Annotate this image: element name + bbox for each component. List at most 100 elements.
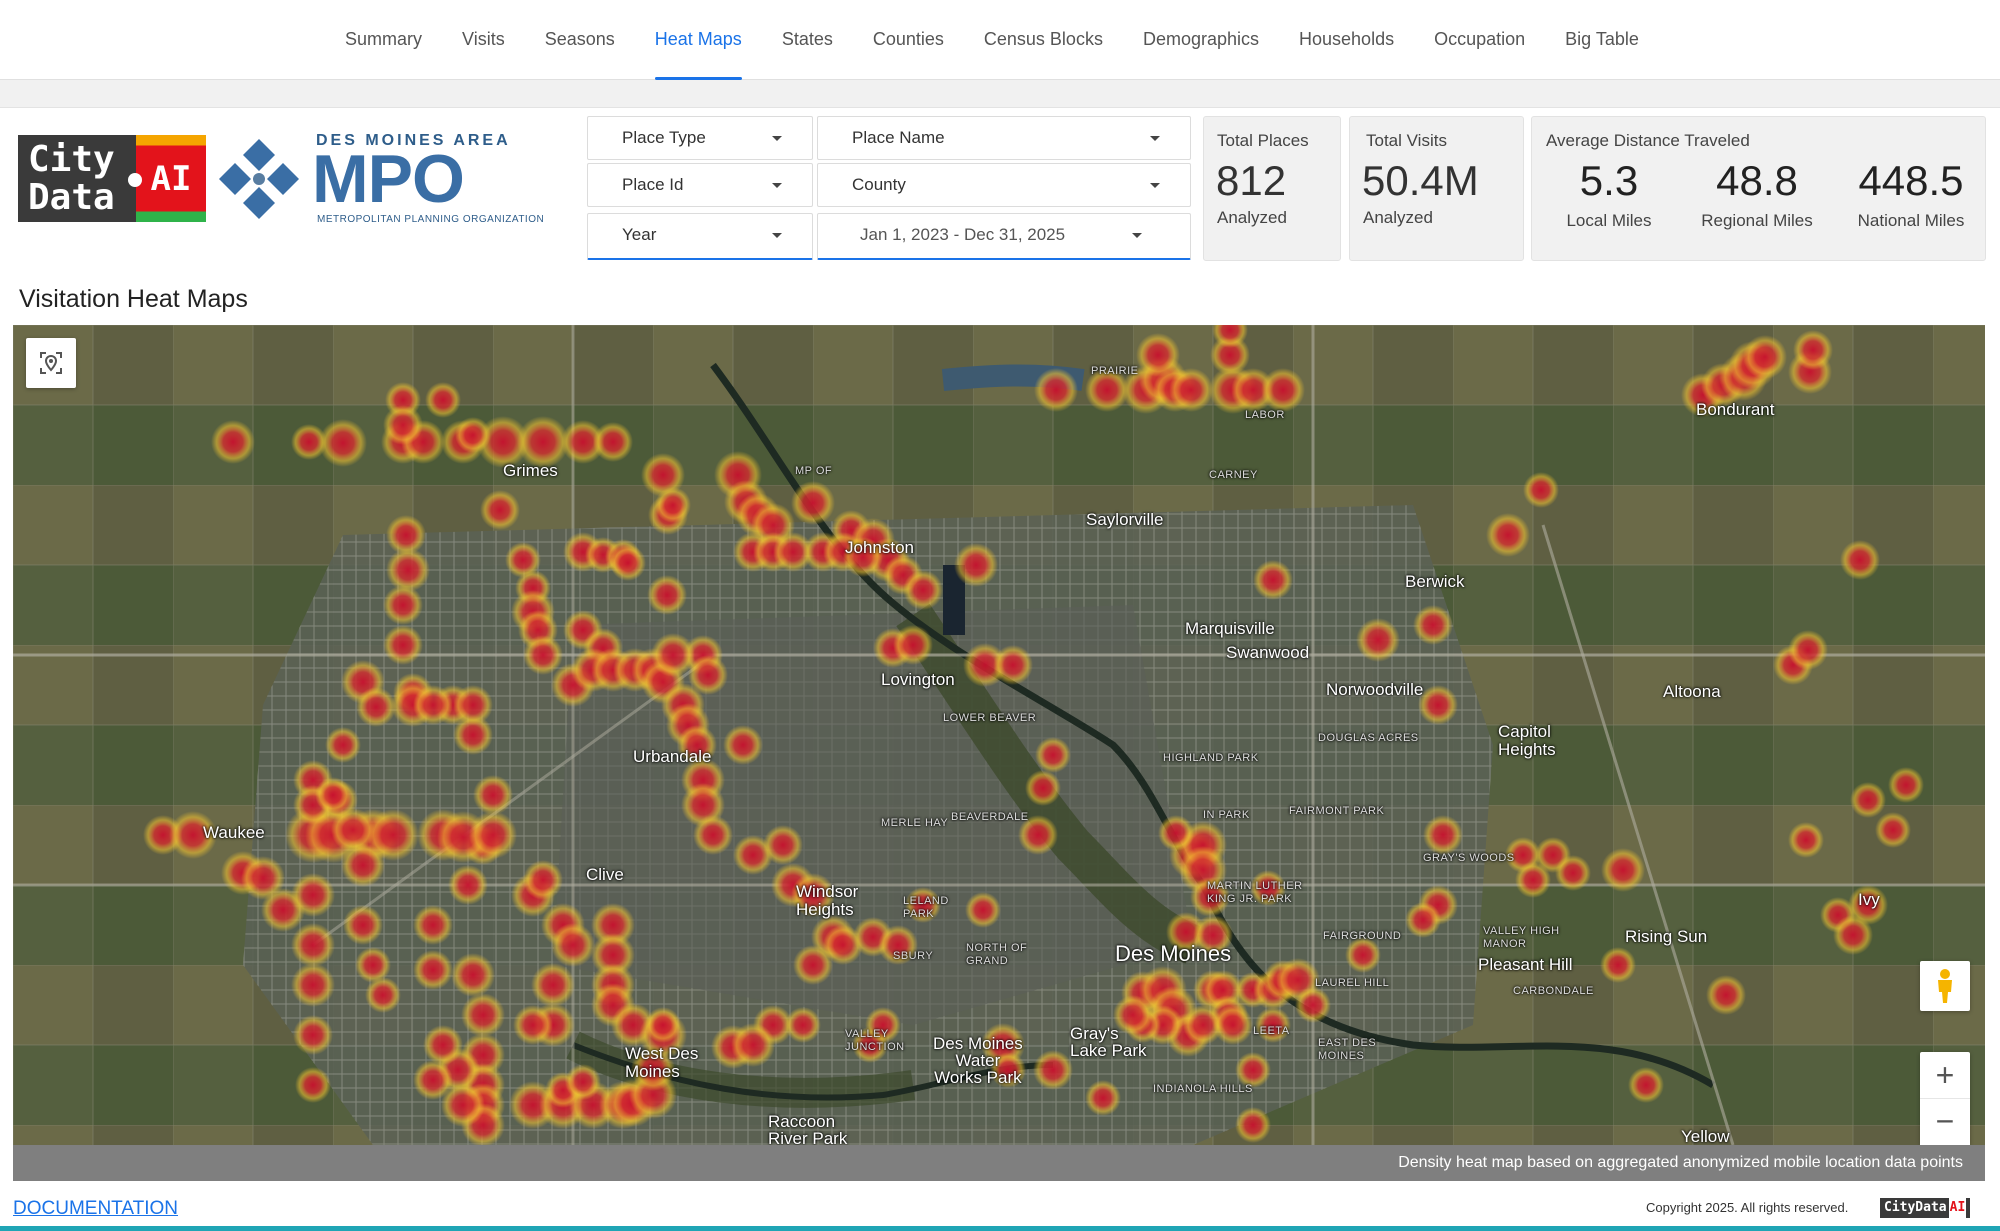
tab-census-blocks[interactable]: Census Blocks: [983, 29, 1103, 49]
place-id-select[interactable]: Place Id: [587, 163, 813, 207]
map-label-carbondale: CARBONDALE: [1513, 985, 1594, 997]
heat-spot: [1418, 685, 1458, 725]
heat-spot: [1025, 770, 1061, 806]
heat-spot: [517, 416, 569, 468]
map-label-grays-lake-park: Gray's Lake Park: [1070, 1024, 1147, 1060]
total-places-card: Total Places 812 Analyzed: [1203, 116, 1341, 261]
heat-spot: [343, 905, 383, 945]
chevron-down-icon: [1132, 233, 1142, 238]
tab-big-table[interactable]: Big Table: [1565, 29, 1639, 49]
locate-icon: [40, 352, 62, 374]
heat-spot: [1235, 1052, 1271, 1088]
heat-spot: [723, 725, 763, 765]
map-label-laurel-hill: LAUREL HILL: [1315, 977, 1390, 989]
map-label-fairmont-park: FAIRMONT PARK: [1289, 805, 1385, 817]
county-select[interactable]: County: [817, 163, 1191, 207]
place-type-select[interactable]: Place Type: [587, 116, 813, 160]
heat-spot: [990, 1052, 1026, 1088]
heat-spot: [413, 950, 453, 990]
place-name-select[interactable]: Place Name: [817, 116, 1191, 160]
zoom-in-button[interactable]: +: [1920, 1053, 1970, 1099]
map-label-prairie: PRAIRIE: [1091, 365, 1139, 377]
heat-spot: [1085, 368, 1129, 412]
heat-spot: [1788, 630, 1828, 670]
heat-spot: [561, 420, 605, 464]
heat-spot: [448, 865, 488, 905]
tab-bar: Summary Visits Seasons Heat Maps States …: [325, 0, 1659, 80]
heat-spot: [319, 419, 367, 467]
map-label-sunbury: SBURY: [893, 950, 934, 962]
documentation-link[interactable]: DOCUMENTATION: [13, 1198, 179, 1219]
map-label-saylorville: Saylorville: [1086, 510, 1164, 529]
map-label-valley-junction: VALLEY JUNCTION: [845, 1028, 905, 1053]
tab-demographics[interactable]: Demographics: [1142, 29, 1260, 49]
tab-occupation[interactable]: Occupation: [1434, 29, 1526, 49]
chevron-down-icon: [772, 233, 782, 238]
heat-spot: [1033, 1050, 1073, 1090]
map-label-mlk-park: MARTIN LUTHER KING JR. PARK: [1207, 880, 1303, 905]
map-label-berwick: Berwick: [1405, 572, 1465, 591]
heat-spot: [1356, 618, 1400, 662]
heat-spot: [647, 575, 687, 615]
heat-spot: [423, 1025, 463, 1065]
zoom-out-button[interactable]: −: [1935, 1103, 1955, 1139]
tab-heat-maps[interactable]: Heat Maps: [635, 0, 762, 80]
heat-spot: [293, 1015, 333, 1055]
map-label-grimes: Grimes: [503, 461, 558, 480]
heat-spot: [1601, 848, 1645, 892]
heat-spot: [291, 424, 327, 460]
chevron-down-icon: [772, 136, 782, 141]
chevron-down-icon: [1150, 183, 1160, 188]
date-range-select[interactable]: Jan 1, 2023 - Dec 31, 2025: [817, 213, 1191, 260]
map-label-east-des-moines: EAST DES MOINES: [1318, 1037, 1377, 1062]
map-label-fairground: FAIRGROUND: [1323, 930, 1402, 942]
heat-spot: [291, 923, 335, 967]
heat-spot: [1628, 1067, 1664, 1103]
tab-summary[interactable]: Summary: [345, 29, 423, 49]
heat-spot: [383, 405, 423, 445]
heat-spot: [1515, 862, 1551, 898]
heat-spot: [610, 545, 646, 581]
heat-spot: [905, 887, 941, 923]
heat-spot: [731, 1023, 775, 1067]
header-divider: [0, 80, 2000, 108]
heat-spot: [993, 645, 1033, 685]
regional-miles-stat: 48.8 Regional Miles: [1701, 157, 1813, 230]
tab-states[interactable]: States: [781, 29, 833, 49]
heat-spot: [1210, 335, 1250, 375]
tab-seasons[interactable]: Seasons: [544, 29, 615, 49]
heat-spot: [480, 490, 520, 530]
heat-spot: [823, 925, 863, 965]
footer-citydata-logo: CityData AI: [1880, 1198, 1971, 1218]
heat-spot: [211, 420, 255, 464]
heat-spot: [693, 815, 733, 855]
heat-spot: [1788, 822, 1824, 858]
year-select[interactable]: Year: [587, 213, 813, 260]
section-title: Visitation Heat Maps: [19, 285, 248, 313]
map-label-rising-sun: Rising Sun: [1625, 927, 1708, 946]
tab-counties[interactable]: Counties: [872, 29, 944, 49]
heat-spot: [1085, 1080, 1121, 1116]
heat-spot: [523, 635, 563, 675]
heat-spot: [1840, 540, 1880, 580]
street-view-button[interactable]: [1920, 961, 1970, 1011]
chevron-down-icon: [1150, 136, 1160, 141]
map-label-leland-park: LELAND PARK: [903, 895, 949, 920]
heat-spot: [355, 947, 391, 983]
heat-spot: [295, 1067, 331, 1103]
heat-map[interactable]: Grimes MP OF Johnston Saylorville Berwic…: [13, 325, 1985, 1145]
locate-button[interactable]: [26, 338, 76, 388]
tab-households[interactable]: Households: [1299, 29, 1395, 49]
heat-spot: [593, 422, 633, 462]
heat-spot: [1413, 605, 1453, 645]
chevron-down-icon: [772, 183, 782, 188]
heat-spot: [903, 570, 943, 610]
heat-spot: [383, 585, 423, 625]
map-label-bondurant: Bondurant: [1696, 400, 1775, 419]
heat-spot: [791, 481, 835, 525]
tab-visits[interactable]: Visits: [462, 29, 505, 49]
heat-spot: [1833, 915, 1873, 955]
footer-accent-line: [0, 1226, 2000, 1231]
heat-spot: [677, 725, 717, 765]
heat-spot: [1253, 560, 1293, 600]
